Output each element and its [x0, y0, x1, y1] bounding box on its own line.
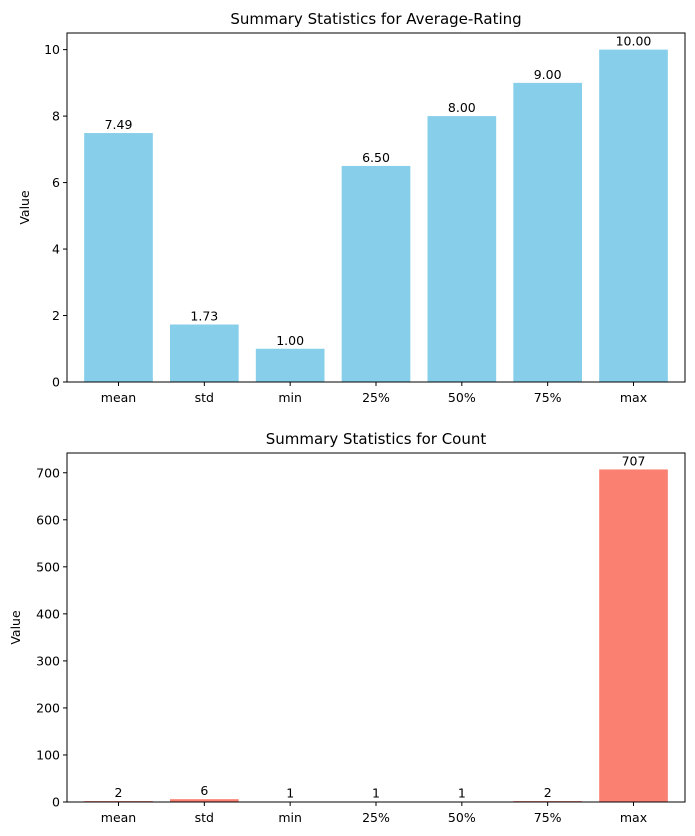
data-label: 1	[458, 786, 466, 801]
data-label: 2	[115, 785, 123, 800]
x-tick-label: mean	[101, 390, 136, 405]
average-rating-chart: mean std min 25% 50% 75% max 0 2 4 6 8 10 7.49 1.73 1.0…	[17, 10, 686, 405]
data-label: 10.00	[616, 34, 652, 49]
bar-std	[170, 799, 239, 802]
bar-min	[255, 348, 325, 382]
data-label: 7.49	[105, 117, 133, 132]
x-tick-label: min	[278, 390, 302, 405]
x-tick-label: min	[278, 810, 302, 825]
bar-25pct	[341, 165, 411, 382]
x-tick-label: max	[620, 810, 647, 825]
x-tick-label: std	[195, 390, 214, 405]
y-tick-label: 4	[52, 242, 60, 257]
data-label: 1	[286, 786, 294, 801]
y-tick-label: 700	[36, 465, 60, 480]
y-tick-label: 500	[36, 559, 60, 574]
y-tick-label: 300	[36, 653, 60, 668]
x-tick-label: mean	[101, 810, 136, 825]
y-tick-label: 6	[52, 175, 60, 190]
data-label: 707	[622, 453, 646, 468]
x-tick-label: std	[195, 810, 214, 825]
y-tick-label: 8	[52, 109, 60, 124]
x-tick-label: 50%	[448, 390, 476, 405]
bar-max	[599, 49, 668, 383]
data-label: 1	[372, 786, 380, 801]
x-tick-label: 25%	[362, 390, 390, 405]
y-tick-label: 0	[52, 795, 60, 810]
y-tick-label: 200	[36, 700, 60, 715]
y-tick-label: 10	[44, 42, 60, 57]
x-tick-label: 50%	[448, 810, 476, 825]
y-tick-label: 2	[52, 308, 60, 323]
x-tick-label: 25%	[362, 810, 390, 825]
y-tick-label: 600	[36, 512, 60, 527]
chart-title: Summary Statistics for Average-Rating	[230, 10, 521, 28]
x-tick-label: 75%	[534, 810, 562, 825]
data-label: 2	[544, 785, 552, 800]
y-tick-label: 100	[36, 747, 60, 762]
x-tick-label: max	[620, 390, 647, 405]
chart-title: Summary Statistics for Count	[266, 430, 487, 448]
bar-50pct	[427, 116, 497, 382]
x-tick-label: 75%	[534, 390, 562, 405]
bar-mean	[84, 133, 153, 382]
data-label: 1.73	[190, 308, 218, 323]
data-label: 1.00	[276, 333, 304, 348]
bar-max	[599, 469, 668, 802]
y-tick-label: 0	[52, 375, 60, 390]
data-label: 9.00	[534, 67, 562, 82]
y-tick-label: 400	[36, 606, 60, 621]
data-label: 8.00	[448, 100, 476, 115]
bar-std	[170, 324, 239, 382]
axes-frame	[66, 452, 686, 803]
y-axis-label: Value	[8, 610, 23, 645]
data-label: 6	[200, 783, 208, 798]
y-axis-label: Value	[17, 190, 32, 225]
count-chart: mean std min 25% 50% 75% max 0 100 200 300 400 500 60…	[8, 430, 686, 825]
data-label: 6.50	[362, 150, 390, 165]
bar-75pct	[513, 82, 582, 383]
